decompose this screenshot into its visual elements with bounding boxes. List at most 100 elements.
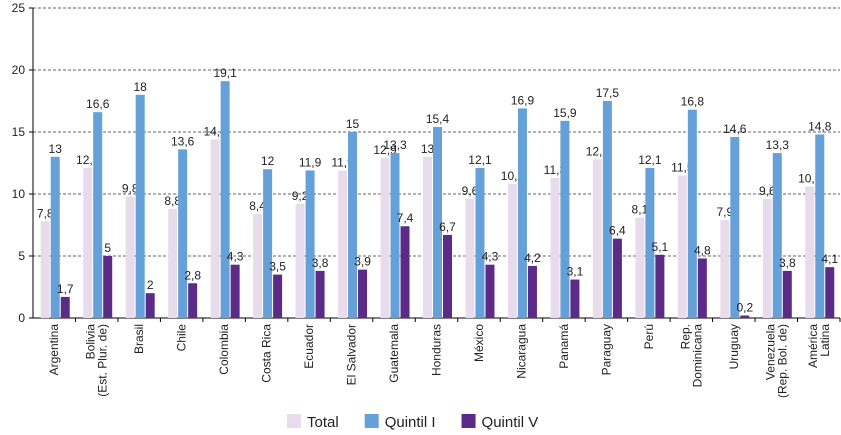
bar [305, 170, 315, 318]
bar [825, 267, 835, 318]
bar [178, 149, 188, 318]
bar [423, 156, 432, 318]
bar [40, 221, 50, 318]
legend-swatch [461, 414, 476, 428]
bar [465, 198, 475, 318]
bar [168, 208, 178, 318]
data-label: 15,9 [553, 106, 577, 120]
data-label: 9,6 [759, 184, 776, 198]
legend-swatch [364, 414, 379, 428]
bar [315, 270, 325, 318]
bar [592, 159, 602, 318]
bar [740, 315, 750, 318]
x-tick-label: Colombia [217, 324, 231, 375]
data-label: 18 [134, 80, 148, 94]
data-label: 7,4 [397, 211, 414, 225]
data-label: 8,8 [164, 194, 181, 208]
data-label: 15,4 [426, 112, 450, 126]
x-tick-label: Honduras [430, 324, 444, 376]
bar [720, 220, 730, 318]
bar [60, 296, 70, 318]
data-label: 4,8 [694, 243, 711, 257]
bar [400, 226, 410, 318]
x-tick-label: Panamá [557, 324, 571, 369]
data-label: 14,8 [808, 119, 832, 133]
bar [655, 254, 665, 318]
bar [762, 198, 772, 318]
data-label: 12 [261, 154, 275, 168]
legend-label: Quintil I [385, 414, 436, 431]
x-tick-label: AméricaLatina [806, 324, 832, 368]
data-label: 3,8 [312, 256, 329, 270]
data-label: 13 [421, 142, 435, 156]
bar [433, 127, 442, 318]
bar [390, 153, 400, 318]
bar [443, 234, 452, 318]
x-tick-label: Perú [642, 324, 656, 349]
data-label: 2 [147, 278, 154, 292]
data-label: 11,9 [299, 155, 322, 169]
data-label: 7,9 [716, 205, 733, 219]
data-label: 0,2 [736, 301, 753, 315]
legend-swatch [287, 414, 301, 428]
bar [93, 112, 103, 318]
bar [805, 186, 815, 318]
data-label: 12,1 [468, 153, 492, 167]
data-label: 16,6 [86, 97, 110, 111]
x-tick-label: Chile [175, 324, 189, 352]
x-tick-label: Costa Rica [260, 324, 274, 383]
x-tick-label: Bolivia(Est. Plur. de) [84, 324, 110, 397]
y-tick-label: 20 [12, 63, 26, 77]
bar [730, 136, 740, 318]
data-label: 13,6 [171, 134, 195, 148]
data-label: 3,8 [779, 256, 796, 270]
bar [782, 270, 792, 318]
data-label: 6,7 [439, 220, 456, 234]
data-label: 16,9 [511, 93, 535, 107]
bar [815, 134, 825, 318]
bar [570, 279, 580, 318]
bar [273, 274, 283, 318]
x-tick-label: Venezuela(Rep. Bol. de) [763, 324, 789, 398]
data-label: 1,7 [57, 282, 74, 296]
data-label: 9,6 [462, 184, 479, 198]
x-tick-label: México [472, 324, 486, 362]
x-tick-label: Nicaragua [514, 324, 528, 379]
x-tick-label: Argentina [47, 324, 61, 376]
data-label: 6,4 [609, 224, 626, 238]
bar [145, 293, 155, 318]
bar [485, 264, 495, 318]
data-label: 13,3 [766, 138, 790, 152]
x-tick-label: Paraguay [599, 324, 613, 375]
data-label: 9,8 [122, 181, 139, 195]
bar [135, 94, 145, 318]
x-tick-label: Guatemala [387, 324, 401, 383]
y-tick-label: 0 [18, 311, 25, 325]
y-tick-label: 10 [12, 187, 26, 201]
bar [602, 101, 612, 318]
y-tick-label: 25 [12, 1, 26, 15]
data-label: 13,3 [383, 138, 407, 152]
bar [348, 132, 358, 318]
bar [358, 269, 368, 318]
data-label: 13 [49, 142, 63, 156]
bar [687, 109, 697, 319]
bar [380, 158, 390, 318]
bar [338, 170, 348, 318]
bar [527, 265, 537, 318]
data-label: 14,6 [723, 122, 747, 136]
bar [253, 213, 263, 318]
x-tick-label: Rep.Dominicana [678, 324, 704, 388]
bar [263, 169, 273, 318]
data-label: 5 [104, 241, 111, 255]
bar [475, 167, 485, 318]
bar [612, 238, 622, 318]
data-label: 3,5 [269, 260, 286, 274]
data-label: 3,9 [354, 255, 371, 269]
data-label: 4,3 [227, 250, 244, 264]
data-label: 4,2 [524, 251, 541, 265]
data-label: 5,1 [652, 240, 669, 254]
data-label: 8,4 [249, 199, 266, 213]
legend-label: Total [307, 414, 339, 431]
